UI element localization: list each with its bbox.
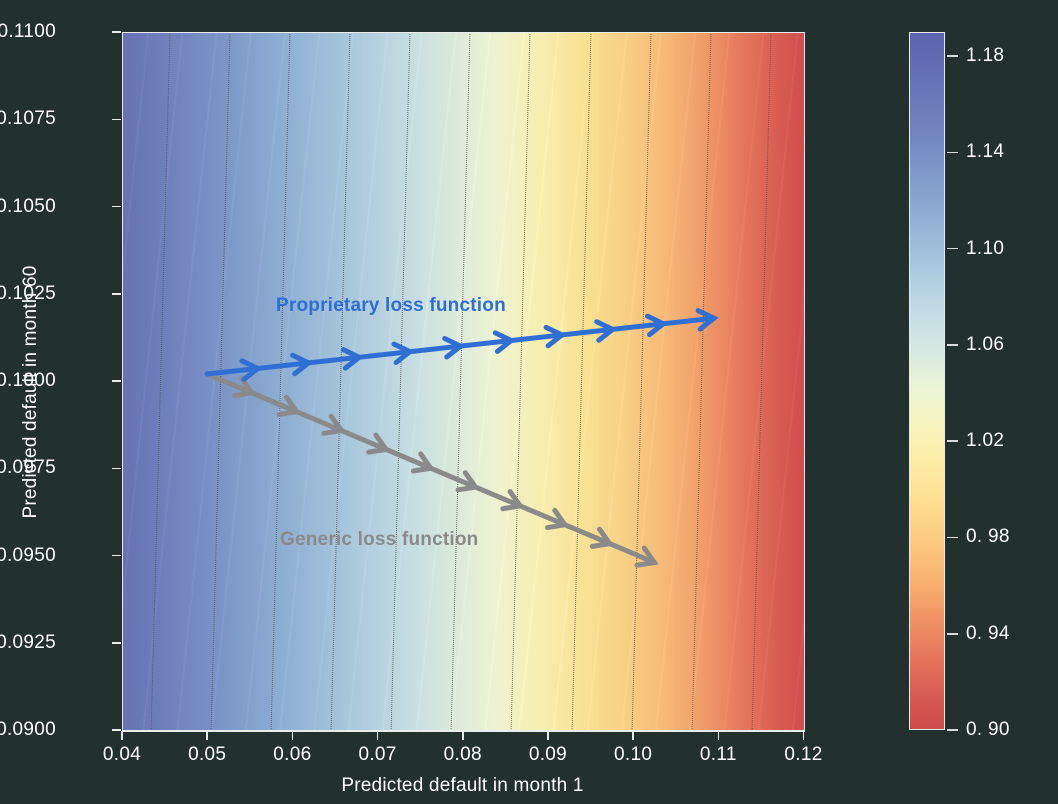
y-tick-mark bbox=[112, 118, 121, 120]
x-axis-spine bbox=[122, 730, 805, 732]
colorbar bbox=[909, 32, 945, 730]
colorbar-gradient bbox=[909, 32, 945, 730]
colorbar-tick-label: 1.06 bbox=[966, 333, 1005, 355]
contour-lines bbox=[123, 33, 804, 731]
x-tick-mark bbox=[717, 731, 720, 740]
y-tick-label: 0.1000 bbox=[0, 370, 56, 391]
x-tick-label: 0.12 bbox=[784, 744, 823, 765]
x-tick-mark bbox=[206, 731, 208, 740]
x-tick-label: 0.06 bbox=[273, 744, 312, 765]
y-tick-mark bbox=[112, 380, 121, 382]
y-tick-label: 0.0900 bbox=[0, 719, 56, 740]
x-tick-label: 0.10 bbox=[614, 744, 653, 765]
colorbar-tick-mark bbox=[947, 55, 958, 57]
y-tick-label: 0.0950 bbox=[0, 544, 56, 566]
contour-line bbox=[209, 33, 232, 731]
contour-line bbox=[510, 33, 532, 731]
y-tick-mark bbox=[112, 205, 121, 208]
plot-area bbox=[122, 32, 804, 731]
y-tick-label: 0.1025 bbox=[0, 282, 56, 304]
y-tick-mark bbox=[112, 642, 121, 644]
x-tick-mark bbox=[547, 731, 549, 740]
x-tick-mark bbox=[462, 731, 464, 740]
x-axis-title: Predicted default in month 1 bbox=[341, 775, 584, 796]
contour-line bbox=[750, 33, 772, 731]
x-tick-mark bbox=[632, 731, 634, 740]
x-tick-label: 0.08 bbox=[443, 744, 482, 765]
contour-line bbox=[570, 33, 592, 731]
x-tick-label: 0.04 bbox=[102, 744, 142, 765]
y-tick-mark bbox=[112, 467, 121, 469]
colorbar-tick-mark bbox=[947, 536, 958, 539]
proprietary-loss-function-label: Proprietary loss function bbox=[276, 295, 506, 316]
x-tick-mark bbox=[802, 731, 805, 740]
contour-line bbox=[630, 33, 652, 731]
x-tick-label: 0.07 bbox=[358, 744, 397, 765]
colorbar-tick-label: 1.02 bbox=[966, 430, 1005, 452]
y-tick-mark bbox=[112, 729, 121, 731]
contour-line bbox=[690, 33, 712, 731]
x-tick-label: 0.11 bbox=[699, 744, 737, 765]
contour-line bbox=[149, 33, 172, 731]
contour-line bbox=[390, 33, 412, 731]
x-tick-mark bbox=[121, 731, 123, 740]
colorbar-tick-label: 1.10 bbox=[966, 237, 1005, 259]
colorbar-tick-mark bbox=[947, 151, 958, 154]
colorbar-tick-mark bbox=[947, 729, 958, 731]
generic-loss-function-label: Generic loss function bbox=[280, 529, 479, 550]
y-tick-label: 0.1050 bbox=[0, 195, 56, 217]
colorbar-tick-mark bbox=[947, 247, 958, 250]
y-tick-label: 0.1100 bbox=[0, 21, 56, 42]
right-spine bbox=[803, 32, 805, 731]
y-tick-mark bbox=[112, 293, 121, 295]
colorbar-tick-mark bbox=[947, 344, 958, 346]
y-axis-title: Predicted default in month 60 bbox=[20, 265, 41, 519]
colorbar-tick-mark bbox=[947, 440, 958, 442]
colorbar-tick-label: 0. 90 bbox=[966, 719, 1010, 740]
y-tick-label: 0.0975 bbox=[0, 457, 56, 479]
contour-line bbox=[270, 33, 292, 731]
y-tick-mark bbox=[112, 31, 121, 33]
colorbar-tick-label: 1.14 bbox=[966, 141, 1005, 163]
contour-line bbox=[450, 33, 472, 731]
colorbar-tick-label: 0. 98 bbox=[966, 526, 1010, 548]
colorbar-tick-mark bbox=[947, 632, 958, 635]
x-tick-mark bbox=[376, 731, 379, 740]
x-tick-mark bbox=[291, 731, 294, 740]
x-tick-label: 0.05 bbox=[188, 744, 227, 765]
x-tick-label: 0.09 bbox=[528, 744, 568, 765]
contour-line bbox=[330, 33, 352, 731]
y-tick-label: 0.1075 bbox=[0, 108, 56, 130]
colorbar-tick-label: 1.18 bbox=[966, 45, 1005, 67]
colorbar-tick-label: 0. 94 bbox=[966, 622, 1010, 644]
y-tick-label: 0.0925 bbox=[0, 631, 56, 653]
y-tick-mark bbox=[112, 554, 121, 557]
